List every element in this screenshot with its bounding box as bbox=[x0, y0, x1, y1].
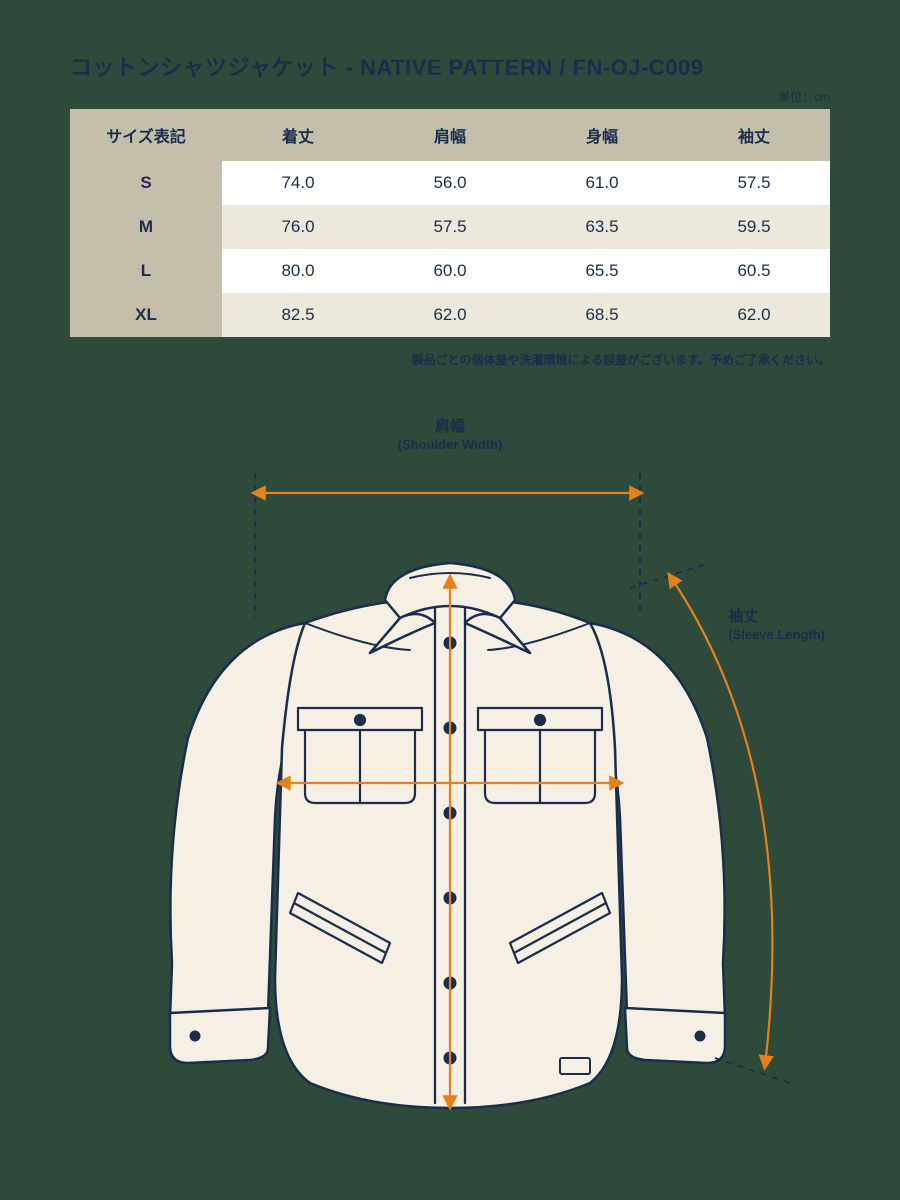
measurement-diagram: 肩幅 (Shoulder Width) 袖丈 (Sleeve Length) 身… bbox=[70, 418, 830, 1138]
cell: 56.0 bbox=[374, 161, 526, 205]
table-row: XL 82.5 62.0 68.5 62.0 bbox=[70, 293, 830, 337]
cell: 74.0 bbox=[222, 161, 374, 205]
cell: 68.5 bbox=[526, 293, 678, 337]
cell: 82.5 bbox=[222, 293, 374, 337]
cell-size: S bbox=[70, 161, 222, 205]
cell: 60.0 bbox=[374, 249, 526, 293]
cell: 59.5 bbox=[678, 205, 830, 249]
cell: 65.5 bbox=[526, 249, 678, 293]
table-header-row: サイズ表記 着丈 肩幅 身幅 袖丈 bbox=[70, 109, 830, 161]
col-chest: 身幅 bbox=[526, 109, 678, 161]
col-sleeve: 袖丈 bbox=[678, 109, 830, 161]
cell: 61.0 bbox=[526, 161, 678, 205]
jacket-shape bbox=[170, 563, 725, 1108]
cell: 60.5 bbox=[678, 249, 830, 293]
unit-label: 単位：cm bbox=[70, 88, 830, 105]
col-size: サイズ表記 bbox=[70, 109, 222, 161]
cell: 57.5 bbox=[374, 205, 526, 249]
col-shoulder: 肩幅 bbox=[374, 109, 526, 161]
page-title: コットンシャツジャケット - NATIVE PATTERN / FN-OJ-C0… bbox=[70, 50, 830, 82]
cell: 62.0 bbox=[678, 293, 830, 337]
size-chart-table: サイズ表記 着丈 肩幅 身幅 袖丈 S 74.0 56.0 61.0 57.5 … bbox=[70, 109, 830, 337]
cell-size: L bbox=[70, 249, 222, 293]
col-length: 着丈 bbox=[222, 109, 374, 161]
disclaimer-note: 製品ごとの個体差や洗濯環境による誤差がございます。予めご了承ください。 bbox=[70, 351, 830, 368]
table-row: S 74.0 56.0 61.0 57.5 bbox=[70, 161, 830, 205]
cell: 57.5 bbox=[678, 161, 830, 205]
cell: 76.0 bbox=[222, 205, 374, 249]
cell: 80.0 bbox=[222, 249, 374, 293]
table-row: M 76.0 57.5 63.5 59.5 bbox=[70, 205, 830, 249]
cell: 62.0 bbox=[374, 293, 526, 337]
cell-size: M bbox=[70, 205, 222, 249]
jacket-svg bbox=[70, 418, 830, 1138]
cell-size: XL bbox=[70, 293, 222, 337]
cell: 63.5 bbox=[526, 205, 678, 249]
table-row: L 80.0 60.0 65.5 60.5 bbox=[70, 249, 830, 293]
